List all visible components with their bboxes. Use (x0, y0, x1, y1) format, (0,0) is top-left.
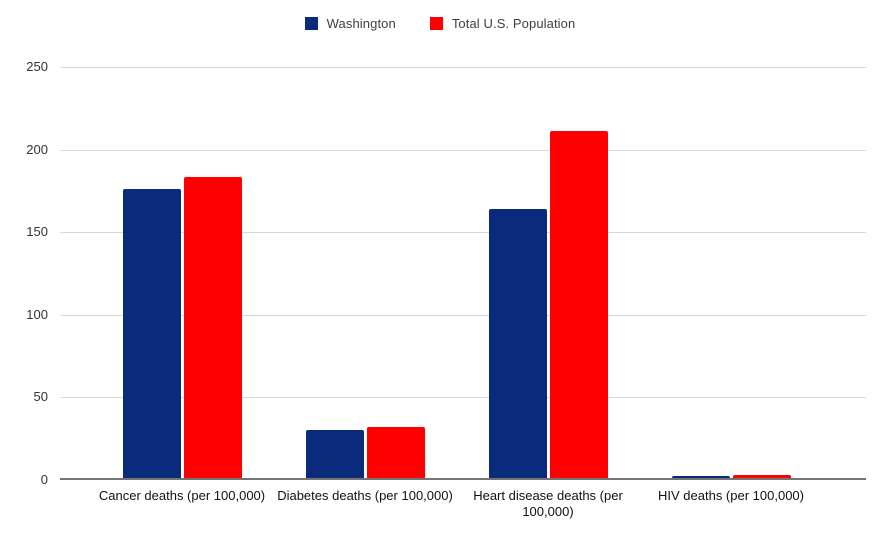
gridline (60, 397, 866, 399)
gridline (60, 149, 866, 151)
bar[interactable] (366, 426, 425, 478)
legend-label: Total U.S. Population (451, 16, 576, 31)
category-label: Diabetes deaths (per 100,000) (277, 488, 453, 503)
y-tick-label: 200 (26, 141, 48, 157)
plot-area: Cancer deaths (per 100,000) Diabetes deat… (60, 67, 866, 519)
legend-label: Washington (326, 16, 396, 31)
bar[interactable] (732, 474, 791, 478)
y-tick-label: 50 (33, 389, 48, 405)
bar[interactable] (488, 208, 547, 478)
y-tick-label: 0 (40, 472, 48, 487)
gridline (60, 232, 866, 234)
bar[interactable] (183, 177, 242, 478)
y-tick-label: 250 (26, 59, 48, 74)
y-tick-label: 100 (26, 306, 48, 322)
chart-legend: Washington Total U.S. Population (0, 16, 880, 31)
bar[interactable] (122, 188, 181, 478)
category-label: Heart disease deaths (per 100,000) (473, 488, 623, 519)
category-label: Cancer deaths (per 100,000) (98, 488, 266, 503)
x-axis-line (60, 478, 866, 480)
gridline (60, 67, 866, 68)
category-label: HIV deaths (per 100,000) (658, 488, 804, 503)
gridline (60, 314, 866, 316)
y-axis-tick-labels: 0 50 100 150 200 250 (0, 59, 48, 487)
bar[interactable] (549, 131, 608, 478)
y-tick-label: 150 (26, 224, 48, 240)
legend-item-total-us-population[interactable]: Total U.S. Population (429, 16, 576, 31)
washington-series-swatch (304, 17, 318, 30)
bar[interactable] (305, 430, 364, 478)
legend-item-washington[interactable]: Washington (304, 16, 396, 31)
bar[interactable] (671, 475, 730, 478)
total-us-population-series-swatch (429, 17, 443, 30)
